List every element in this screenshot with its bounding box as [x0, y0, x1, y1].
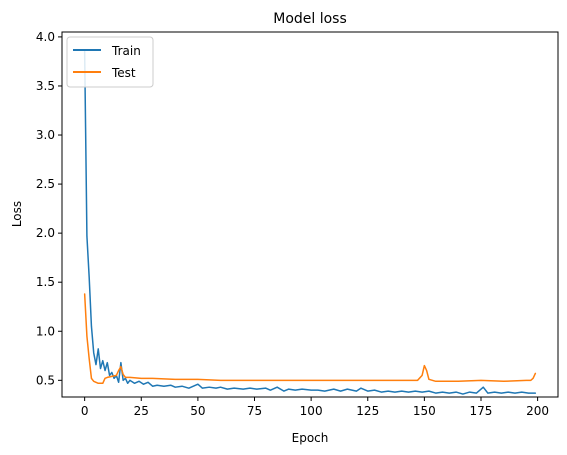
series-layer: [83, 50, 537, 395]
x-axis-label: Epoch: [292, 431, 329, 445]
x-tick-label: 50: [190, 404, 205, 418]
x-tick-label: 150: [413, 404, 436, 418]
x-axis: 0 25 50 75 100 125 150 175 200: [81, 397, 549, 418]
y-tick-label: 4.0: [36, 30, 55, 44]
y-tick-label: 2.0: [36, 226, 55, 240]
legend: Train Test: [66, 36, 154, 88]
plot-area: [61, 31, 559, 398]
legend-label-train: Train: [111, 44, 141, 58]
x-tick-label: 0: [81, 404, 89, 418]
y-tick-label: 2.5: [36, 177, 55, 191]
legend-label-test: Test: [111, 66, 136, 80]
y-tick-label: 3.0: [36, 128, 55, 142]
series-line-test: [83, 293, 537, 385]
y-tick-label: 3.5: [36, 79, 55, 93]
chart-title: Model loss: [273, 11, 347, 27]
x-tick-label: 25: [134, 404, 149, 418]
y-axis-label: Loss: [10, 201, 24, 227]
x-tick-label: 75: [247, 404, 262, 418]
y-axis: 0.5 1.0 1.5 2.0 2.5 3.0 3.5 4.0: [36, 30, 62, 387]
x-tick-label: 200: [526, 404, 549, 418]
x-tick-label: 125: [356, 404, 379, 418]
plot-frame: [61, 31, 559, 398]
x-tick-label: 175: [470, 404, 493, 418]
y-tick-label: 1.5: [36, 275, 55, 289]
y-tick-label: 0.5: [36, 373, 55, 387]
x-tick-label: 100: [300, 404, 323, 418]
y-tick-label: 1.0: [36, 324, 55, 338]
